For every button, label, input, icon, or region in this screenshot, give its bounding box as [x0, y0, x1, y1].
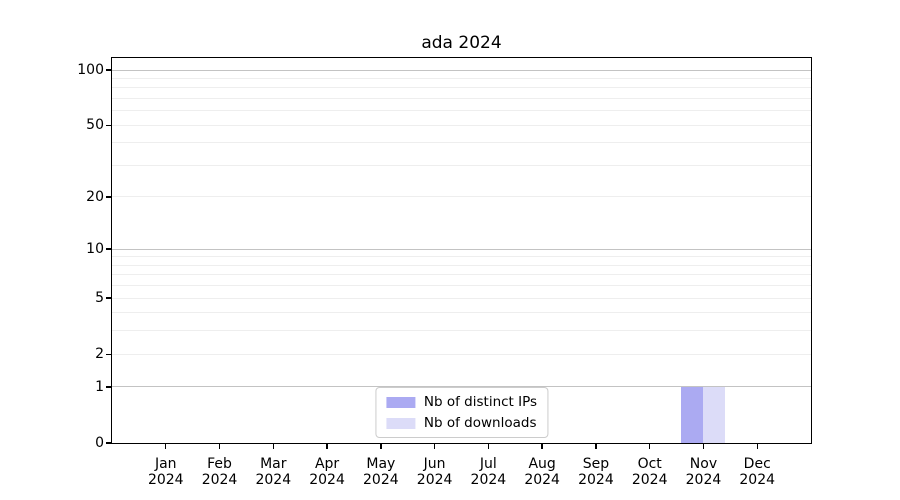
- x-tick-month: Jun: [423, 456, 446, 472]
- legend-item: Nb of downloads: [385, 415, 537, 431]
- x-tick-year: 2024: [631, 472, 668, 488]
- x-tick-label: Oct 2024: [618, 456, 682, 488]
- y-tick-mark: [106, 386, 111, 388]
- x-tick-month: Dec: [743, 456, 771, 472]
- x-tick-year: 2024: [363, 472, 399, 488]
- y-tick-label: 50: [86, 117, 104, 134]
- y-tick-label: 10: [86, 241, 104, 258]
- x-tick-mark: [326, 444, 328, 449]
- y-tick-label: 0: [95, 435, 104, 451]
- legend: Nb of distinct IPs Nb of downloads: [374, 387, 549, 438]
- y-tick-label: 1: [95, 378, 104, 395]
- x-tick-mark: [541, 444, 543, 449]
- x-tick-month: Mar: [260, 456, 287, 472]
- x-tick-label: Jan 2024: [134, 456, 198, 488]
- x-tick-mark: [272, 444, 274, 449]
- chart-title: ada 2024: [421, 33, 502, 53]
- x-tick-label: Aug 2024: [510, 456, 574, 488]
- x-tick-year: 2024: [309, 472, 345, 488]
- x-tick-mark: [218, 444, 221, 449]
- x-tick-mark: [756, 444, 758, 449]
- x-tick-year: 2024: [201, 472, 238, 488]
- x-tick-label: Mar 2024: [241, 456, 305, 488]
- x-tick-year: 2024: [416, 472, 453, 488]
- x-tick-label: Jun 2024: [403, 456, 467, 488]
- y-tick-label: 100: [77, 62, 104, 78]
- minor-gridline: [112, 330, 811, 332]
- x-tick-year: 2024: [147, 472, 184, 488]
- x-tick-year: 2024: [470, 472, 507, 488]
- x-tick-mark: [702, 444, 705, 449]
- x-tick-month: Apr: [314, 456, 340, 472]
- legend-label: Nb of downloads: [423, 415, 537, 431]
- bar-nb-of-downloads: [703, 386, 726, 443]
- x-tick-label: Apr 2024: [295, 456, 359, 488]
- y-tick-label: 2: [95, 346, 104, 363]
- minor-gridline: [112, 110, 811, 112]
- x-tick-label: May 2024: [349, 456, 413, 488]
- legend-swatch: [385, 396, 415, 408]
- major-gridline: [112, 248, 811, 250]
- minor-gridline: [112, 77, 811, 79]
- plot-area: Nb of distinct IPs Nb of downloads: [111, 57, 812, 444]
- major-gridline: [112, 386, 811, 388]
- x-tick-month: Nov: [689, 456, 718, 472]
- y-tick-mark: [106, 297, 111, 299]
- x-tick-year: 2024: [255, 472, 292, 488]
- x-tick-month: Aug: [528, 456, 556, 472]
- x-tick-year: 2024: [578, 472, 614, 488]
- bar-nb-of-distinct-ips: [681, 386, 704, 443]
- minor-gridline: [112, 256, 811, 258]
- minor-gridline: [112, 353, 811, 355]
- x-tick-mark: [165, 444, 167, 449]
- y-tick-mark: [106, 124, 111, 126]
- x-tick-month: Jul: [479, 456, 497, 472]
- x-tick-mark: [433, 444, 436, 449]
- y-tick-label: 5: [95, 290, 104, 307]
- x-tick-month: Jan: [154, 456, 177, 472]
- minor-gridline: [112, 264, 811, 266]
- x-tick-month: Feb: [207, 456, 232, 472]
- x-tick-mark: [380, 444, 382, 449]
- x-tick-month: Oct: [637, 456, 662, 472]
- y-tick-mark: [106, 196, 111, 198]
- x-tick-month: May: [366, 456, 396, 472]
- x-tick-label: Feb 2024: [188, 456, 252, 488]
- x-tick-label: Nov 2024: [671, 456, 735, 488]
- major-gridline: [112, 69, 811, 71]
- minor-gridline: [112, 142, 811, 144]
- minor-gridline: [112, 285, 811, 287]
- legend-swatch: [385, 417, 415, 429]
- y-tick-mark: [106, 442, 111, 444]
- x-tick-label: Jul 2024: [456, 456, 520, 488]
- minor-gridline: [112, 297, 811, 299]
- minor-gridline: [112, 164, 811, 166]
- legend-item: Nb of distinct IPs: [385, 394, 538, 410]
- minor-gridline: [112, 97, 811, 99]
- y-tick-label: 20: [86, 188, 104, 205]
- x-tick-label: Dec 2024: [725, 456, 789, 488]
- minor-gridline: [112, 312, 811, 314]
- minor-gridline: [112, 196, 811, 198]
- x-tick-month: Sep: [582, 456, 610, 472]
- y-tick-mark: [106, 353, 111, 355]
- x-tick-mark: [595, 444, 597, 449]
- x-tick-year: 2024: [739, 472, 776, 488]
- minor-gridline: [112, 274, 811, 276]
- x-tick-mark: [648, 444, 651, 449]
- y-tick-mark: [106, 69, 111, 71]
- x-tick-label: Sep 2024: [564, 456, 628, 488]
- x-tick-mark: [487, 444, 490, 449]
- x-tick-year: 2024: [524, 472, 560, 488]
- minor-gridline: [112, 124, 811, 126]
- legend-label: Nb of distinct IPs: [423, 394, 538, 410]
- y-tick-mark: [106, 248, 111, 250]
- minor-gridline: [112, 87, 811, 89]
- x-tick-year: 2024: [685, 472, 722, 488]
